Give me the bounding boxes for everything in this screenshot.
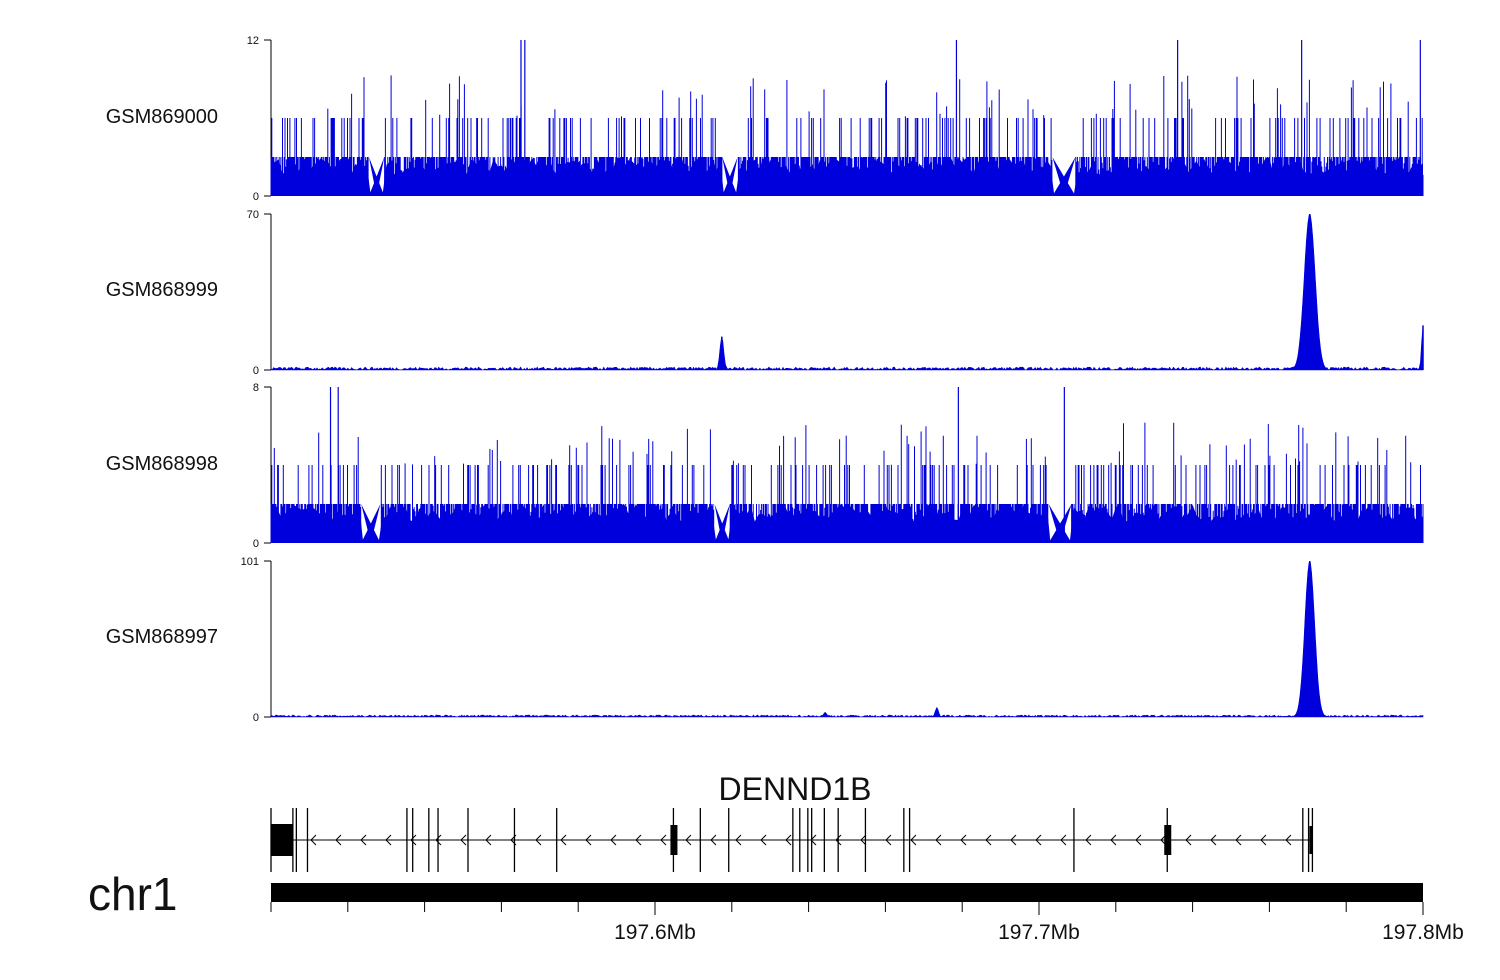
strand-arrow [1210, 834, 1217, 846]
exon-block [271, 824, 293, 856]
chromosome-bar [271, 883, 1423, 902]
strand-arrow [910, 834, 917, 846]
coverage-gap [722, 157, 738, 196]
coverage-tracks: GSM869000120GSM868999700GSM86899880GSM86… [106, 35, 1424, 724]
y-min-label: 0 [253, 191, 259, 203]
track-label: GSM868998 [106, 453, 218, 475]
strand-arrow [835, 834, 842, 846]
track-label: GSM868999 [106, 279, 218, 301]
coverage-gap [714, 504, 730, 543]
strand-arrow [1110, 834, 1117, 846]
strand-arrow [785, 834, 792, 846]
track-gsm869000: GSM869000 12 0 [106, 35, 1424, 203]
strand-arrow [1135, 834, 1142, 846]
strand-arrow [335, 834, 342, 846]
strand-arrow [660, 834, 667, 846]
x-tick-label: 197.7Mb [998, 921, 1080, 944]
gene-name-label: DENND1B [719, 771, 872, 807]
strand-arrow [935, 834, 942, 846]
y-min-label: 0 [253, 365, 259, 377]
strand-arrow [1235, 834, 1242, 846]
genomic-axis: 197.6Mb 197.7Mb 197.8Mb [270, 902, 1464, 944]
coverage-gap [1048, 504, 1072, 543]
strand-arrow [310, 834, 317, 846]
strand-arrow [385, 834, 392, 846]
strand-arrow [1185, 834, 1192, 846]
strand-arrow [1010, 834, 1017, 846]
track-gsm868997: GSM868997 101 0 [106, 556, 1424, 724]
strand-arrow [960, 834, 967, 846]
strand-arrow [1035, 834, 1042, 846]
coverage-gap [368, 157, 385, 196]
strand-arrow [885, 834, 892, 846]
strand-arrow [635, 834, 642, 846]
strand-arrow [710, 834, 717, 846]
track-label: GSM869000 [106, 106, 218, 128]
y-min-label: 0 [253, 538, 259, 550]
x-tick-label: 197.8Mb [1382, 921, 1464, 944]
track-gsm868998: GSM868998 8 0 [106, 382, 1424, 550]
exon-block [1309, 826, 1313, 854]
strand-arrow [1260, 834, 1267, 846]
track-gsm868999: GSM868999 70 0 [106, 209, 1424, 377]
y-max-label: 12 [247, 35, 259, 47]
y-max-label: 101 [241, 556, 259, 568]
coverage-gap [361, 504, 381, 543]
strand-arrow [435, 834, 442, 846]
strand-arrow [360, 834, 367, 846]
strand-arrow [685, 834, 692, 846]
strand-arrow [485, 834, 492, 846]
gene-model [270, 808, 1314, 872]
coverage-area [271, 157, 1423, 196]
strand-arrow [610, 834, 617, 846]
coverage-area [271, 504, 1423, 543]
strand-arrow [735, 834, 742, 846]
strand-arrow [535, 834, 542, 846]
coverage-gap [1052, 157, 1076, 196]
y-min-label: 0 [253, 712, 259, 724]
strand-arrow [810, 834, 817, 846]
strand-arrow [460, 834, 467, 846]
coverage-signal [270, 562, 1424, 718]
x-tick-label: 197.6Mb [614, 921, 696, 944]
y-max-label: 70 [247, 209, 259, 221]
strand-arrow [760, 834, 767, 846]
strand-arrow [585, 834, 592, 846]
strand-arrow [560, 834, 567, 846]
y-max-label: 8 [253, 382, 259, 394]
strand-arrow [985, 834, 992, 846]
coverage-signal [270, 214, 1424, 371]
chromosome-label: chr1 [88, 868, 177, 920]
track-label: GSM868997 [106, 626, 218, 648]
strand-arrow [860, 834, 867, 846]
strand-arrow [410, 834, 417, 846]
strand-arrow [1060, 834, 1067, 846]
strand-arrow [1085, 834, 1092, 846]
strand-arrow [1285, 834, 1292, 846]
